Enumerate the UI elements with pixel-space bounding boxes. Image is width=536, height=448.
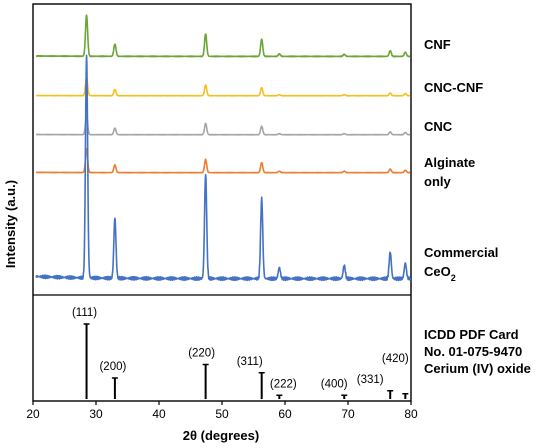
reference-card-label: ICDD PDF Card [424, 327, 519, 342]
reference-card-label: No. 01-075-9470 [424, 344, 522, 359]
series-label: Alginate [424, 155, 475, 170]
reference-peak-label: (331) [357, 374, 384, 386]
reference-peak-label: (200) [99, 361, 126, 373]
series-label-subscript: 2 [451, 273, 456, 283]
series-line-cnf [35, 14, 411, 58]
x-axis: 20 30 40 50 60 70 80 [26, 401, 418, 421]
x-tick-label: 20 [26, 407, 40, 421]
series-label: CNC [424, 119, 453, 134]
reference-layer: (111) (200) (220) (311) (222) (400) (331) (420) [72, 307, 409, 399]
reference-card-label: Cerium (IV) oxide [424, 361, 531, 376]
reference-peak-label: (420) [382, 353, 409, 365]
series-label: CNF [424, 37, 451, 52]
series-layer [35, 14, 412, 282]
series-line-cnc [35, 114, 411, 136]
x-tick-label: 60 [278, 407, 292, 421]
x-tick-label: 30 [89, 407, 103, 421]
x-tick-label: 70 [341, 407, 355, 421]
x-tick-label: 80 [404, 407, 418, 421]
series-labels: CNF CNC-CNF CNC Alginate only Commercial CeO2 I… [424, 37, 531, 376]
series-label: CeO2 [424, 264, 456, 283]
plot-area [32, 3, 412, 402]
series-label: Commercial [424, 245, 498, 260]
reference-peak-label: (222) [270, 378, 297, 390]
reference-peak-label: (311) [237, 356, 263, 368]
series-line-commercial-ceo2 [35, 54, 412, 282]
reference-peak-label: (220) [188, 348, 215, 360]
series-line-alginate-only [35, 147, 411, 174]
reference-peak-label: (111) [72, 307, 97, 319]
x-tick-label: 50 [215, 407, 229, 421]
y-axis-title: Intensity (a.u.) [3, 180, 18, 268]
series-label: only [424, 174, 451, 189]
x-axis-title: 2θ (degrees) [183, 428, 259, 443]
reference-peak-label: (400) [321, 378, 348, 390]
x-tick-label: 40 [152, 407, 166, 421]
series-line-cnc-cnf [35, 76, 411, 97]
plot-border [32, 3, 412, 402]
series-label: CNC-CNF [424, 80, 483, 95]
